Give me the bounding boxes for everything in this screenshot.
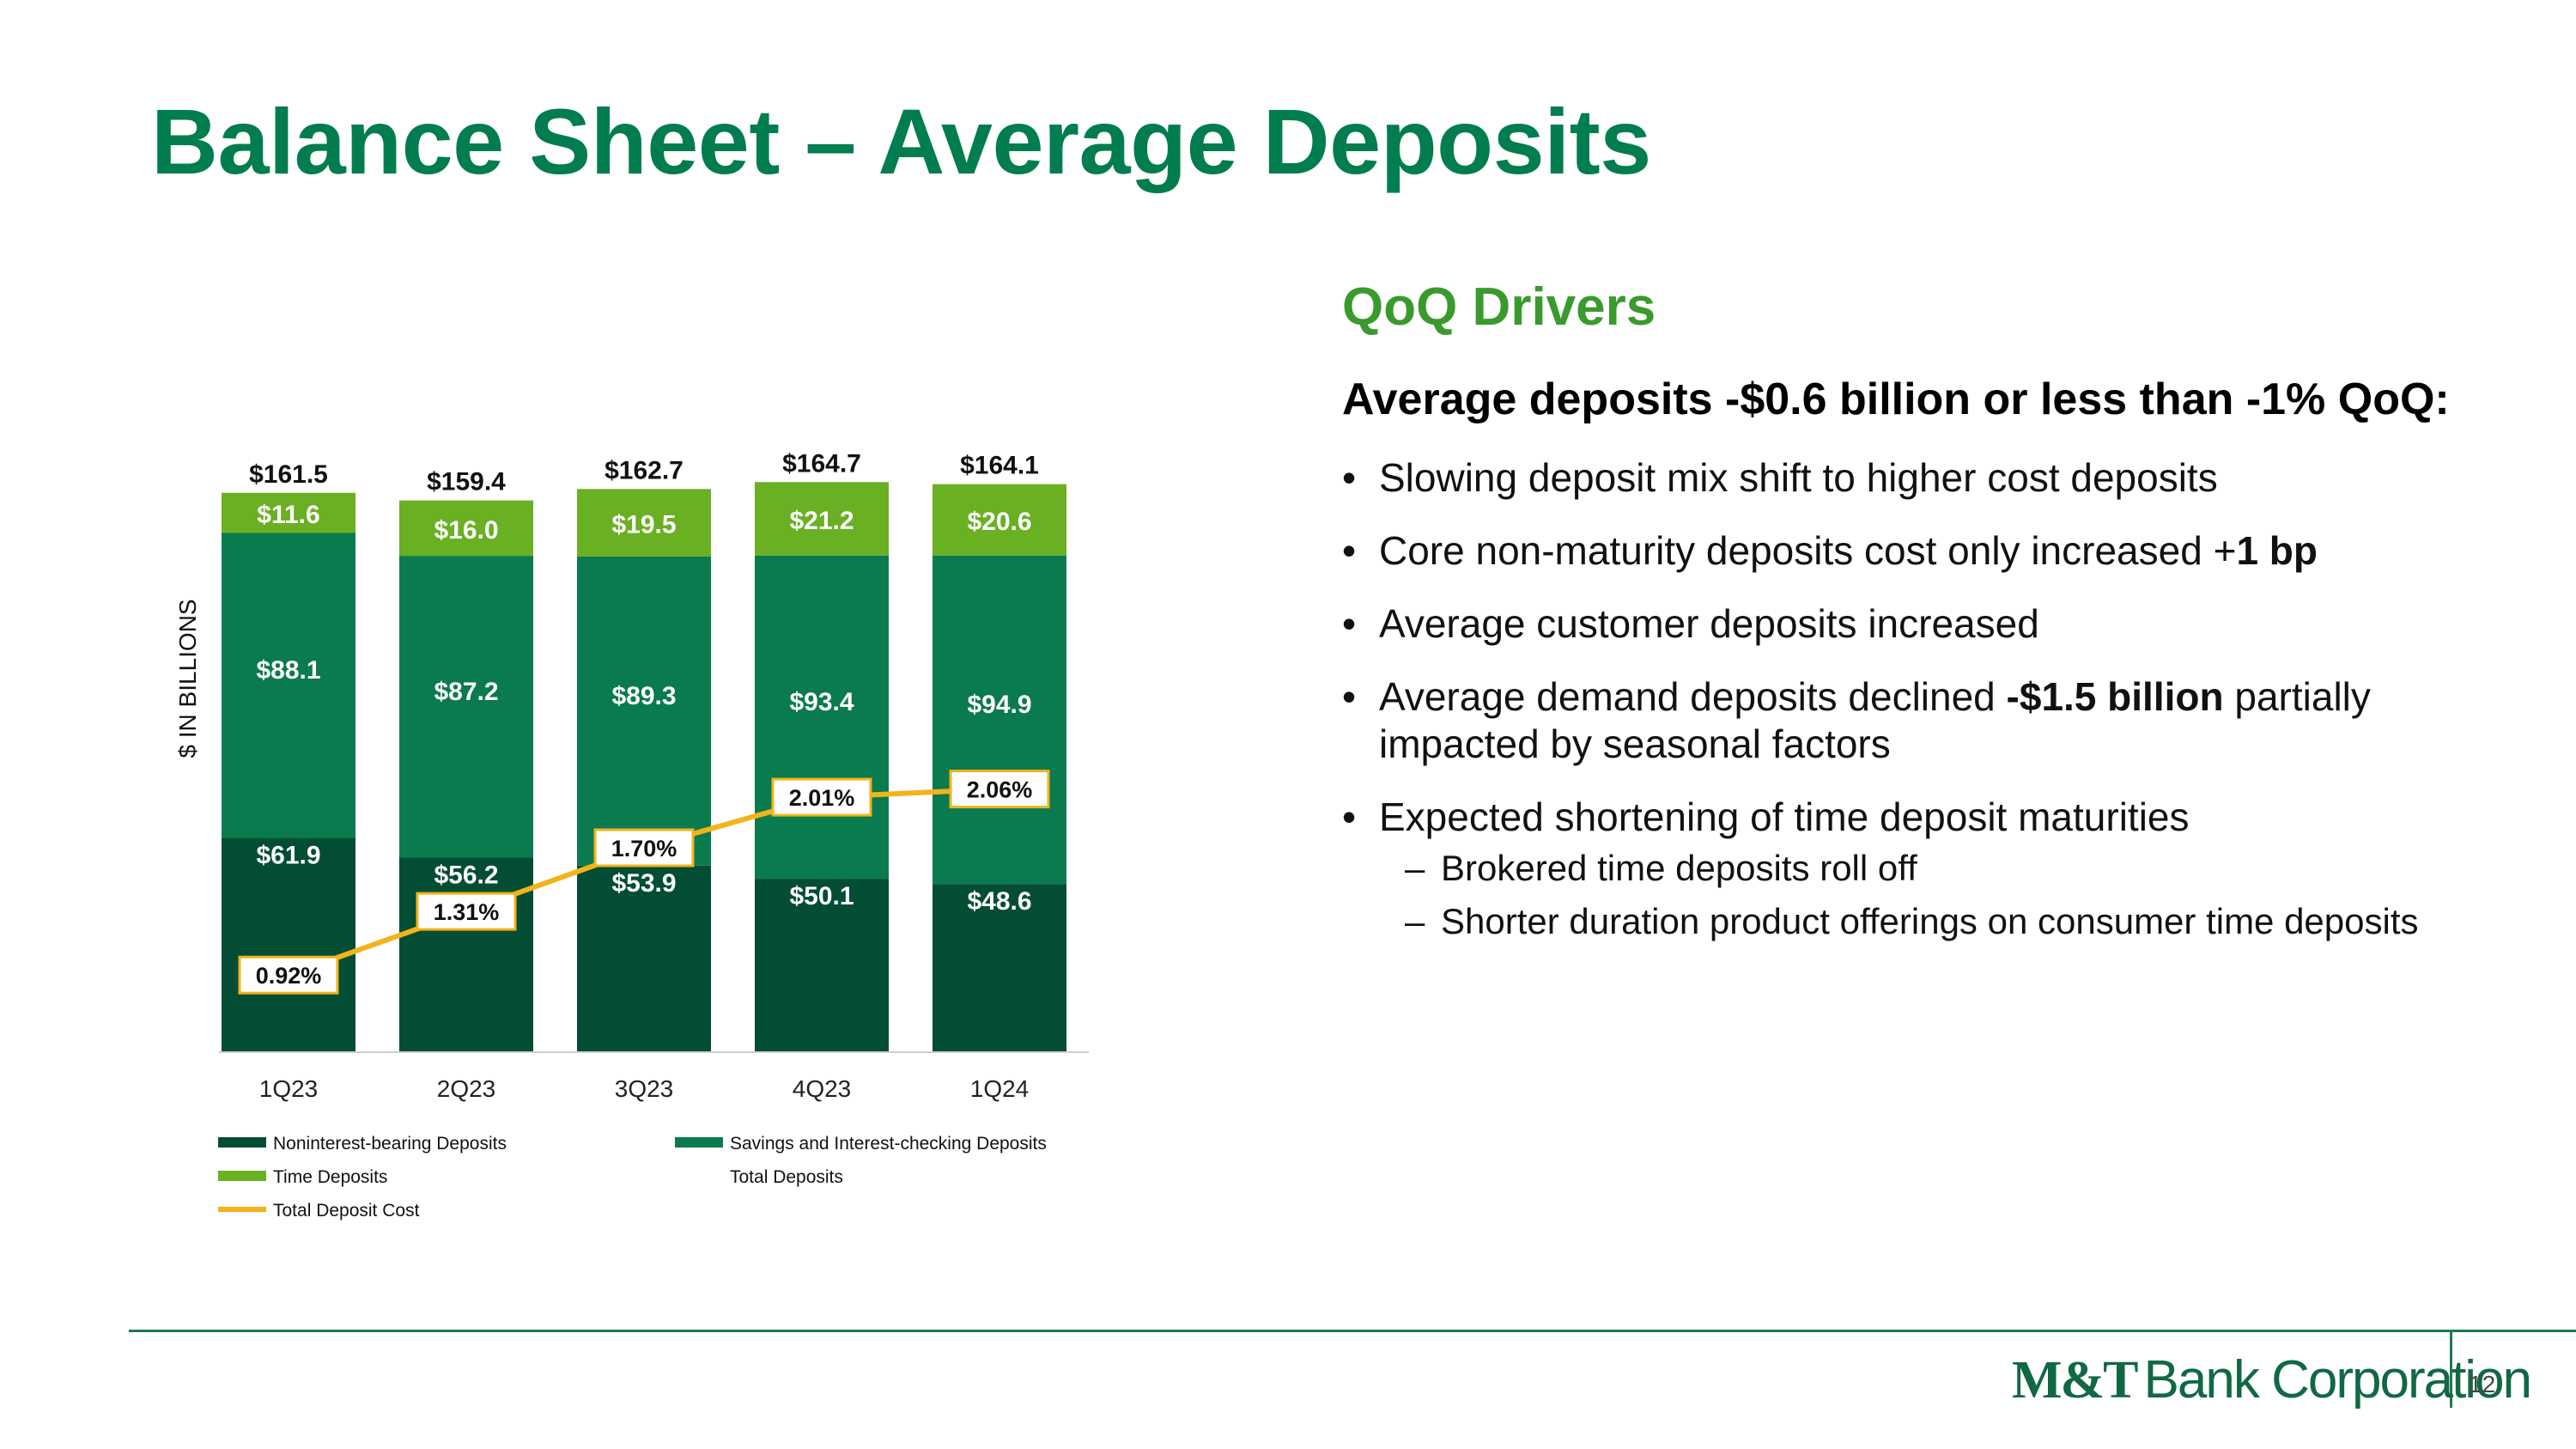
deposits-summary: Average deposits -$0.6 billion or less t… bbox=[1342, 374, 2450, 424]
bar-segment bbox=[399, 556, 533, 858]
data-label: $20.6 bbox=[967, 508, 1031, 536]
total-label: $164.1 bbox=[960, 452, 1039, 480]
logo-mark: M&T bbox=[2012, 1351, 2139, 1409]
bar-segment bbox=[222, 533, 355, 838]
data-label: $88.1 bbox=[256, 656, 320, 685]
footer-divider bbox=[2450, 1332, 2452, 1408]
data-label: $50.1 bbox=[789, 882, 854, 910]
cost-data-label: 0.92% bbox=[256, 963, 322, 989]
bullet-dot: • bbox=[1342, 674, 1357, 719]
drivers-list: • Slowing deposit mix shift to higher cos… bbox=[1342, 454, 2493, 942]
legend-label: Noninterest-bearing Deposits bbox=[273, 1134, 507, 1154]
x-tick-label: 4Q23 bbox=[793, 1075, 852, 1102]
legend-label: Total Deposit Cost bbox=[273, 1201, 420, 1221]
data-label: $89.3 bbox=[611, 682, 676, 710]
total-label: $164.7 bbox=[782, 449, 861, 478]
data-label: $19.5 bbox=[611, 511, 676, 539]
qoq-drivers-panel: QoQ Drivers Average deposits -$0.6 billi… bbox=[1342, 277, 2493, 968]
total-label: $162.7 bbox=[605, 456, 683, 484]
total-label: $161.5 bbox=[249, 460, 328, 489]
data-label: $48.6 bbox=[967, 887, 1031, 916]
cost-data-label: 1.31% bbox=[434, 899, 500, 925]
bullet-emphasis: -$1.5 billion bbox=[2006, 674, 2224, 719]
bar-segment bbox=[577, 865, 711, 1052]
cost-data-label: 1.70% bbox=[611, 836, 677, 861]
sub-bullet-dash: – bbox=[1405, 848, 1425, 888]
cost-label-box bbox=[593, 828, 695, 868]
bullet-dot: • bbox=[1342, 528, 1357, 573]
y-axis-label: $ IN BILLIONS bbox=[174, 599, 201, 758]
driver-bullet: • Slowing deposit mix shift to higher cos… bbox=[1342, 454, 2493, 502]
logo-wordmark: Bank Corporation bbox=[2143, 1350, 2532, 1409]
bullet-text: Expected shortening of time deposit matu… bbox=[1379, 795, 2190, 839]
sub-bullet-text: Brokered time deposits roll off bbox=[1441, 848, 1917, 888]
deposits-chart: $ IN BILLIONS $61.9 $88.1 $11.6 $161.5 $56.2… bbox=[174, 449, 1089, 1221]
page-number: 12 bbox=[2469, 1371, 2496, 1397]
x-tick-label: 1Q24 bbox=[970, 1075, 1030, 1102]
bullet-dot: • bbox=[1342, 455, 1357, 500]
data-label: $61.9 bbox=[256, 842, 320, 870]
x-tick-label: 3Q23 bbox=[615, 1075, 674, 1102]
bar-segment bbox=[577, 556, 711, 866]
drivers-heading: QoQ Drivers bbox=[1342, 277, 1656, 337]
legend-swatch bbox=[218, 1171, 266, 1181]
page-title: Balance Sheet – Average Deposits bbox=[151, 89, 1651, 193]
driver-bullet: • Average demand deposits declined -$1.5 … bbox=[1342, 673, 2493, 768]
bar-segment bbox=[755, 555, 889, 880]
data-label: $93.4 bbox=[789, 688, 854, 716]
legend-swatch bbox=[675, 1137, 723, 1148]
driver-bullet: • Average customer deposits increased bbox=[1342, 600, 2493, 648]
bullet-text: Slowing deposit mix shift to higher cost… bbox=[1379, 455, 2218, 500]
cost-label-box bbox=[416, 892, 517, 931]
total-label: $159.4 bbox=[427, 468, 506, 496]
x-tick-label: 1Q23 bbox=[259, 1075, 319, 1102]
bar-segment bbox=[577, 489, 711, 557]
bar-segment bbox=[222, 837, 355, 1052]
driver-bullet: • Core non-maturity deposits cost only in… bbox=[1342, 527, 2493, 575]
sub-bullet: – Brokered time deposits roll off bbox=[1379, 848, 2493, 889]
bar-segment bbox=[933, 555, 1066, 885]
bar-segment bbox=[399, 500, 533, 557]
bar-segment bbox=[755, 879, 889, 1052]
bullet-dot: • bbox=[1342, 795, 1357, 839]
bar-segment bbox=[933, 884, 1066, 1052]
company-logo: M&T Bank Corporation bbox=[2012, 1349, 2532, 1411]
cost-label-box bbox=[771, 777, 872, 817]
bullet-text: Average demand deposits declined bbox=[1379, 674, 2007, 719]
sub-bullet-text: Shorter duration product offerings on co… bbox=[1441, 901, 2419, 941]
sub-bullet-list: – Brokered time deposits roll off – Shorte… bbox=[1379, 848, 2493, 942]
bar-segment bbox=[755, 482, 889, 556]
data-label: $11.6 bbox=[257, 501, 319, 529]
data-label: $87.2 bbox=[434, 678, 498, 706]
data-label: $56.2 bbox=[434, 861, 498, 890]
data-label: $94.9 bbox=[967, 691, 1031, 719]
cost-data-label: 2.01% bbox=[789, 785, 855, 811]
driver-bullet: • Expected shortening of time deposit mat… bbox=[1342, 794, 2493, 942]
cost-data-label: 2.06% bbox=[967, 777, 1033, 803]
x-tick-label: 2Q23 bbox=[437, 1075, 496, 1102]
bullet-text: Core non-maturity deposits cost only inc… bbox=[1379, 528, 2237, 573]
bullet-text: Average customer deposits increased bbox=[1379, 601, 2039, 646]
data-label: $21.2 bbox=[789, 507, 854, 535]
sub-bullet: – Shorter duration product offerings on c… bbox=[1379, 901, 2493, 942]
footer-rule bbox=[129, 1330, 2576, 1332]
bullet-dot: • bbox=[1342, 601, 1357, 646]
sub-bullet-dash: – bbox=[1405, 901, 1425, 941]
legend-label: Savings and Interest-checking Deposits bbox=[730, 1134, 1047, 1154]
data-label: $16.0 bbox=[434, 516, 498, 545]
cost-label-box bbox=[949, 770, 1050, 809]
legend-swatch bbox=[218, 1137, 266, 1148]
bar-segment bbox=[399, 857, 533, 1052]
cost-label-box bbox=[238, 955, 339, 995]
bar-segment bbox=[222, 492, 355, 533]
legend-label: Total Deposits bbox=[730, 1167, 843, 1187]
bullet-text-continued: partially impacted by seasonal factors bbox=[1379, 674, 2371, 766]
data-label: $53.9 bbox=[611, 869, 676, 898]
legend-label: Time Deposits bbox=[273, 1167, 387, 1187]
bullet-emphasis: 1 bp bbox=[2236, 528, 2318, 573]
bar-segment bbox=[933, 484, 1066, 556]
